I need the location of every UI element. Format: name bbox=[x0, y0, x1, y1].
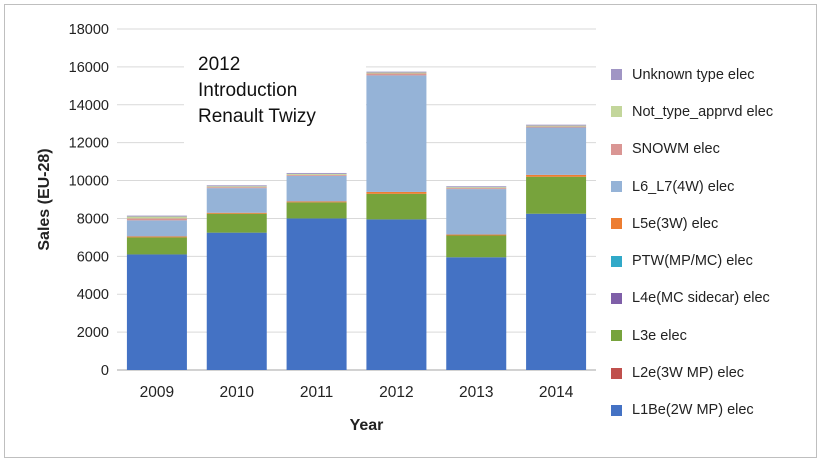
bar-segment bbox=[366, 219, 426, 370]
bar-segment bbox=[526, 126, 586, 127]
bar-segment bbox=[526, 177, 586, 214]
bar-segment bbox=[446, 187, 506, 188]
legend-label: L2e(3W MP) elec bbox=[632, 365, 744, 381]
legend-swatch bbox=[611, 181, 622, 192]
bar-segment bbox=[207, 214, 267, 233]
bar-segment bbox=[366, 192, 426, 194]
x-tick-label: 2010 bbox=[220, 384, 255, 401]
bar-segment bbox=[446, 235, 506, 236]
legend-item: L2e(3W MP) elec bbox=[611, 354, 816, 391]
x-axis-title: Year bbox=[350, 417, 384, 434]
y-tick-label: 6000 bbox=[77, 249, 109, 265]
legend-swatch bbox=[611, 218, 622, 229]
x-tick-label: 2013 bbox=[459, 384, 493, 401]
legend-label: Unknown type elec bbox=[632, 67, 755, 83]
legend-item: L4e(MC sidecar) elec bbox=[611, 280, 816, 317]
legend-item: PTW(MP/MC) elec bbox=[611, 242, 816, 279]
legend-item: L5e(3W) elec bbox=[611, 205, 816, 242]
bar-segment bbox=[127, 254, 187, 370]
bar-segment bbox=[207, 185, 267, 186]
bar-segment bbox=[287, 202, 347, 218]
bar-segment bbox=[446, 235, 506, 257]
bar-segment bbox=[366, 74, 426, 76]
legend-label: L6_L7(4W) elec bbox=[632, 179, 734, 195]
bar-segment bbox=[287, 218, 347, 370]
legend-swatch bbox=[611, 368, 622, 379]
annotation-line: 2012 bbox=[198, 52, 366, 78]
bar-segment bbox=[207, 188, 267, 213]
legend-swatch bbox=[611, 144, 622, 155]
y-tick-label: 8000 bbox=[77, 211, 109, 227]
bar-segment bbox=[127, 218, 187, 220]
legend-swatch bbox=[611, 405, 622, 416]
legend-item: L6_L7(4W) elec bbox=[611, 168, 816, 205]
y-tick-label: 4000 bbox=[77, 287, 109, 303]
legend-label: L3e elec bbox=[632, 328, 687, 344]
bar-segment bbox=[207, 186, 267, 187]
legend-label: L4e(MC sidecar) elec bbox=[632, 290, 770, 306]
x-tick-label: 2009 bbox=[140, 384, 174, 401]
y-tick-label: 16000 bbox=[69, 60, 109, 76]
annotation-line: Renault Twizy bbox=[198, 104, 366, 130]
legend-swatch bbox=[611, 330, 622, 341]
legend-label: SNOWM elec bbox=[632, 141, 720, 157]
bar-segment bbox=[127, 236, 187, 237]
x-tick-label: 2011 bbox=[300, 384, 333, 401]
legend-label: L1Be(2W MP) elec bbox=[632, 402, 754, 418]
x-tick-label: 2012 bbox=[379, 384, 413, 401]
legend: Unknown type elec Not_type_apprvd elec SNO… bbox=[611, 56, 816, 429]
bar-segment bbox=[127, 216, 187, 217]
bar-segment bbox=[526, 125, 586, 126]
y-tick-label: 10000 bbox=[69, 174, 109, 190]
legend-label: Not_type_apprvd elec bbox=[632, 104, 773, 120]
bar-segment bbox=[287, 173, 347, 174]
bar-segment bbox=[127, 237, 187, 254]
bar-segment bbox=[287, 201, 347, 202]
y-tick-label: 14000 bbox=[69, 98, 109, 114]
legend-swatch bbox=[611, 293, 622, 304]
annotation-box: 2012 Introduction Renault Twizy bbox=[184, 47, 366, 147]
y-axis-title: Sales (EU-28) bbox=[36, 148, 53, 250]
legend-swatch bbox=[611, 69, 622, 80]
annotation-line: Introduction bbox=[198, 78, 366, 104]
bar-segment bbox=[207, 187, 267, 188]
legend-item: L3e elec bbox=[611, 317, 816, 354]
bar-segment bbox=[127, 220, 187, 236]
bar-segment bbox=[446, 188, 506, 189]
bar-segment bbox=[287, 174, 347, 175]
y-tick-label: 0 bbox=[101, 363, 109, 379]
bar-segment bbox=[446, 189, 506, 234]
bar-segment bbox=[446, 186, 506, 187]
legend-item: Unknown type elec bbox=[611, 56, 816, 93]
legend-item: L1Be(2W MP) elec bbox=[611, 392, 816, 429]
legend-label: L5e(3W) elec bbox=[632, 216, 718, 232]
x-tick-label: 2014 bbox=[539, 384, 574, 401]
bar-segment bbox=[526, 214, 586, 370]
legend-swatch bbox=[611, 256, 622, 267]
bar-segment bbox=[287, 176, 347, 202]
bar-segment bbox=[366, 75, 426, 192]
bar-segment bbox=[207, 213, 267, 214]
y-tick-label: 12000 bbox=[69, 136, 109, 152]
bar-segment bbox=[366, 73, 426, 74]
bar-segment bbox=[287, 175, 347, 176]
y-tick-label: 18000 bbox=[69, 22, 109, 38]
legend-label: PTW(MP/MC) elec bbox=[632, 253, 753, 269]
bar-segment bbox=[207, 233, 267, 370]
bar-segment bbox=[526, 175, 586, 177]
legend-swatch bbox=[611, 106, 622, 117]
bar-segment bbox=[526, 127, 586, 128]
legend-item: SNOWM elec bbox=[611, 131, 816, 168]
bar-segment bbox=[127, 217, 187, 219]
bar-segment bbox=[526, 128, 586, 175]
bar-segment bbox=[446, 257, 506, 370]
legend-item: Not_type_apprvd elec bbox=[611, 93, 816, 130]
bar-segment bbox=[366, 72, 426, 73]
y-tick-label: 2000 bbox=[77, 325, 109, 341]
bar-segment bbox=[366, 194, 426, 220]
